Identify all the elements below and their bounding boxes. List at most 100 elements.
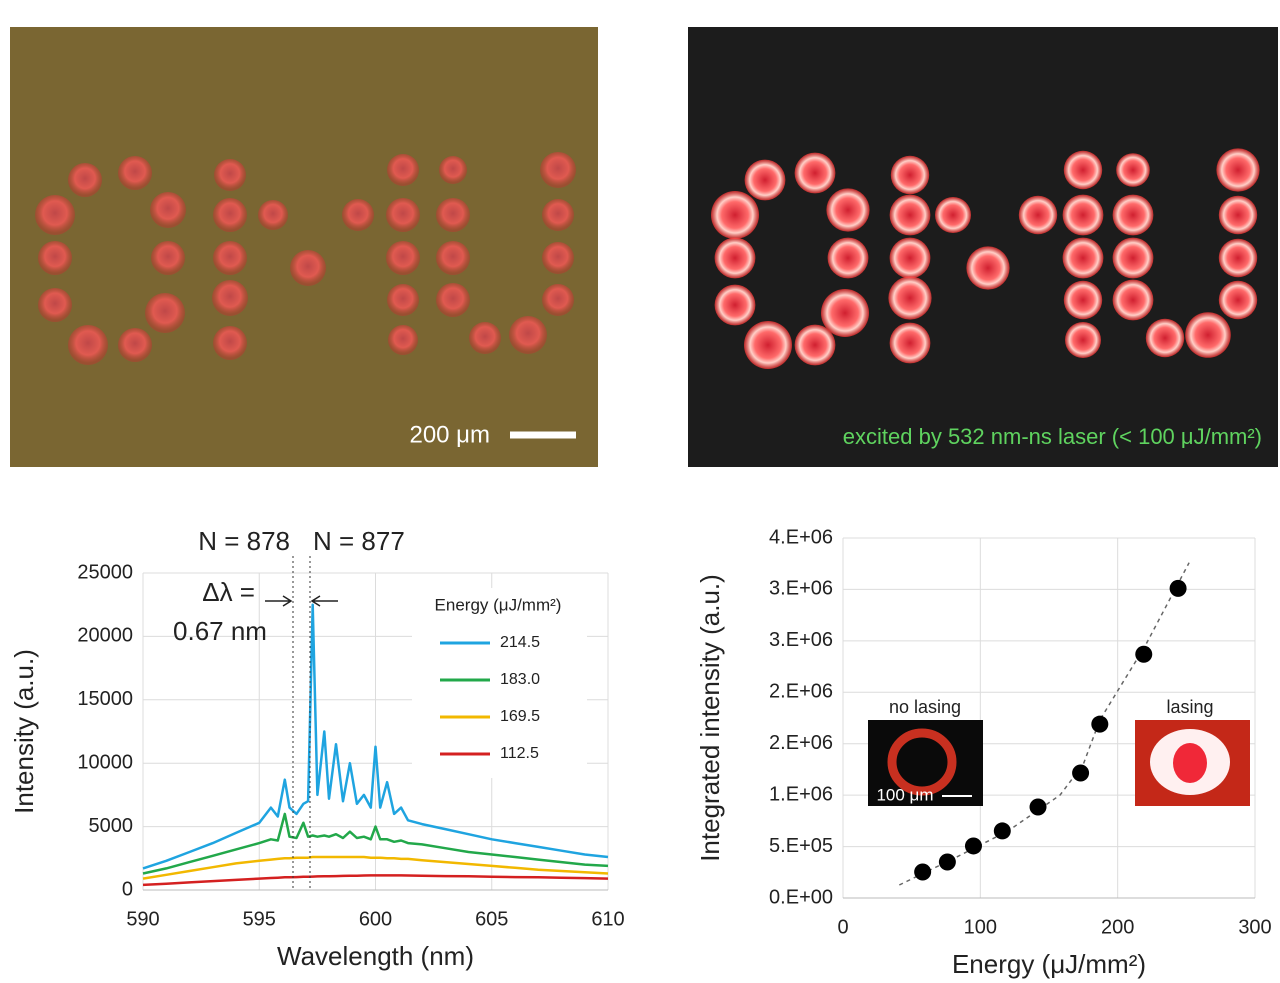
data-point [993,822,1011,840]
x-axis-title: Energy (μJ/mm²) [952,949,1146,979]
droplet [214,159,246,191]
x-tick-label: 600 [359,908,392,930]
droplet-glow [794,324,836,366]
data-point [964,837,982,855]
legend-label: 183.0 [500,671,540,688]
droplet [38,241,72,275]
droplet-glow [1112,237,1154,279]
inset-scale-label: 100 μm [876,785,933,804]
arrow [265,595,293,607]
droplet-glow [744,159,786,201]
legend-label: 169.5 [500,708,540,725]
x-tick-label: 610 [591,908,624,930]
data-point [1135,645,1153,663]
droplet-glow [714,237,756,279]
droplet-glow [1218,195,1258,235]
spectrum-line [142,855,609,880]
data-point [1029,798,1047,816]
droplet-glow [890,155,930,195]
y-axis-title: Intensity (a.u.) [9,649,39,814]
droplet [68,163,102,197]
y-tick-label: 5.E+05 [769,835,833,857]
y-axis-title: Integrated intensity (a.u.) [695,574,725,862]
core [1173,743,1207,783]
inset-label: lasing [1166,697,1213,717]
x-tick-label: 300 [1238,916,1271,938]
droplet-glow [1062,237,1104,279]
droplet-glow [889,194,931,236]
droplet-glow [1218,280,1258,320]
droplet-glow [1018,195,1058,235]
droplet-glow [821,289,869,337]
droplet [213,241,247,275]
droplet-glow [1185,312,1231,358]
x-tick-label: 590 [126,908,159,930]
droplet [387,154,419,186]
legend-label: 112.5 [500,745,539,762]
droplet [439,156,467,184]
droplet [436,283,470,317]
legend-title: Energy (μJ/mm²) [435,595,562,614]
droplet-glow [1065,322,1101,358]
x-tick-label: 0 [837,916,848,938]
spectrum-line [142,812,609,875]
droplet [68,325,108,365]
droplet [151,241,185,275]
droplet-glow [714,284,756,326]
droplet-glow [889,237,931,279]
spectrum-line [142,874,609,887]
y-tick-label: 3.E+06 [769,629,833,651]
x-tick-label: 200 [1101,916,1134,938]
data-point [1091,715,1109,733]
x-tick-label: 605 [475,908,508,930]
y-tick-label: 0 [122,878,133,900]
droplet-glow [1112,279,1154,321]
legend-box [412,588,587,778]
droplet [150,192,186,228]
y-tick-label: 10000 [77,751,133,773]
data-point [914,863,932,881]
y-tick-label: 2.E+06 [769,681,833,703]
droplet-glow [889,322,931,364]
droplet [38,288,72,322]
droplet [212,280,248,316]
y-tick-label: 0.E+00 [769,886,833,908]
droplet-glow [1112,194,1154,236]
droplet-glow [826,188,870,232]
droplet [542,242,574,274]
droplet [542,199,574,231]
droplet-glow [888,276,932,320]
ring [887,728,957,796]
droplet [118,156,152,190]
annotation: Δλ = [202,577,255,607]
droplet [258,200,288,230]
droplet [388,325,418,355]
droplets-right [711,148,1260,369]
scale-label: 200 μm [409,421,490,448]
droplets-left [35,152,576,365]
droplet [509,316,547,354]
data-point [1169,579,1187,597]
data-point [1072,764,1090,782]
droplet [118,328,152,362]
droplet-glow [1218,238,1258,278]
x-tick-label: 100 [964,916,997,938]
annotation: 0.67 nm [173,616,267,646]
droplet-glow [1116,153,1150,187]
droplet-glow [1145,318,1185,358]
y-tick-label: 1.E+06 [769,783,833,805]
legend-label: 214.5 [500,634,540,651]
x-axis-title: Wavelength (nm) [277,941,474,971]
droplet-glow [711,191,759,239]
droplet [213,198,247,232]
droplet [469,322,501,354]
droplet-glow [744,321,792,369]
photo-caption: excited by 532 nm-ns laser (< 100 μJ/mm²… [843,424,1262,449]
droplet-glow [966,246,1010,290]
droplet [436,198,470,232]
droplet-glow [1062,194,1104,236]
droplet [342,199,374,231]
droplet [540,152,576,188]
annotation: N = 878 [198,526,290,556]
